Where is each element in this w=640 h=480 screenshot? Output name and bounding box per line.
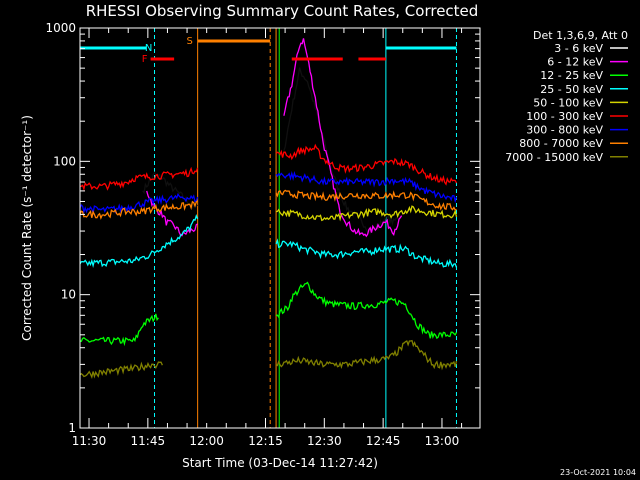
- timestamp: 23-Oct-2021 10:04: [560, 468, 636, 477]
- y-tick-label: 10: [61, 288, 76, 302]
- series-line: [276, 205, 458, 222]
- legend-entry-label: 6 - 12 keV: [547, 56, 603, 69]
- plot-frame: [79, 27, 481, 429]
- legend-entry-label: 7000 - 15000 keV: [505, 151, 603, 164]
- y-axis-label: Corrected Count Rate (s⁻¹ detector⁻¹): [20, 115, 34, 341]
- x-tick-label: 13:00: [425, 434, 460, 448]
- y-tick-label: 1: [68, 421, 76, 435]
- legend-entry-label: 100 - 300 keV: [526, 110, 603, 123]
- legend-entry-label: 12 - 25 keV: [540, 69, 603, 82]
- series-line: [79, 281, 458, 347]
- series-line: [79, 214, 458, 269]
- y-tick-label: 100: [53, 154, 76, 168]
- x-tick-labels: 11:30 11:45 12:00 12:15 12:30 12:45 13:00: [72, 434, 460, 448]
- x-tick-label: 11:30: [72, 434, 107, 448]
- series-line: [79, 170, 458, 215]
- chart-title: RHESSI Observing Summary Count Rates, Co…: [86, 2, 479, 20]
- legend-entry-label: 50 - 100 keV: [533, 96, 603, 109]
- x-axis-label: Start Time (03-Dec-14 11:27:42): [182, 456, 378, 470]
- x-tick-label: 12:30: [307, 434, 342, 448]
- legend-entry-label: 3 - 6 keV: [554, 42, 603, 55]
- legend-entry-label: 25 - 50 keV: [540, 83, 603, 96]
- series-line: [79, 189, 457, 220]
- y-tick-labels: 1 10 100 1000: [45, 21, 76, 435]
- legend-entry-label: 800 - 7000 keV: [519, 137, 603, 150]
- series-line: [79, 339, 458, 380]
- x-tick-label: 12:00: [189, 434, 224, 448]
- x-tick-label: 12:15: [248, 434, 283, 448]
- series-line: [79, 143, 458, 192]
- legend-header: Det 1,3,6,9, Att 0: [533, 29, 628, 42]
- marker-label: F: [142, 54, 148, 65]
- x-tick-label: 12:45: [366, 434, 401, 448]
- marker-label: S: [186, 36, 192, 47]
- x-tick-label: 11:45: [131, 434, 166, 448]
- marker-label: N: [145, 43, 152, 54]
- plot-area: NF S: [79, 28, 458, 428]
- legend-entry-label: 300 - 800 keV: [526, 124, 603, 137]
- axes: [79, 27, 481, 429]
- y-tick-label: 1000: [45, 21, 76, 35]
